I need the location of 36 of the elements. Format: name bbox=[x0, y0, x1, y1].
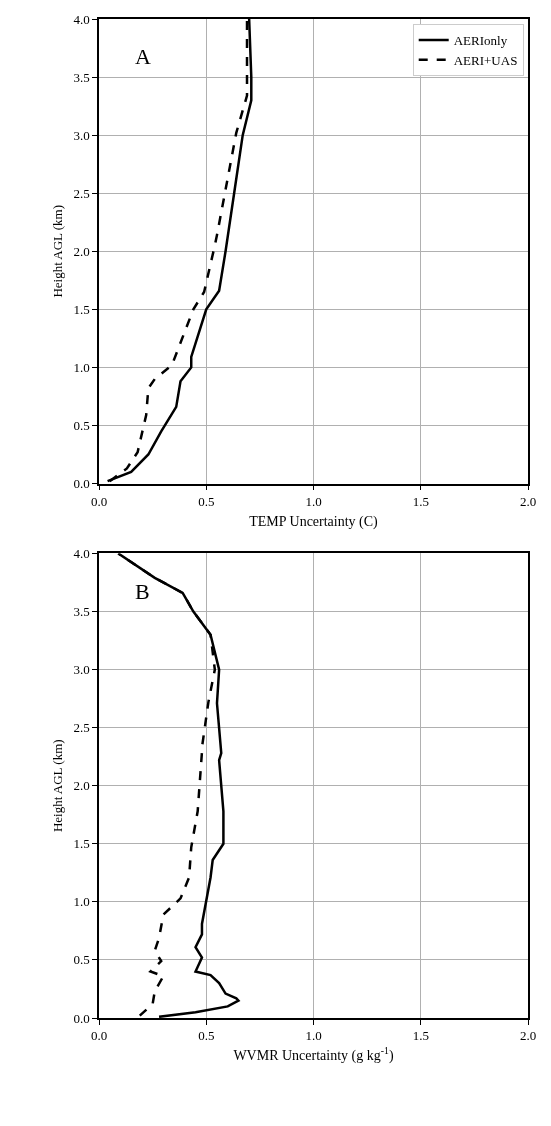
y-tick-label: 1.0 bbox=[73, 894, 90, 910]
y-tick-label: 2.0 bbox=[73, 778, 90, 794]
y-tick-label: 3.0 bbox=[73, 127, 90, 143]
y-tick-label: 3.0 bbox=[73, 662, 90, 678]
y-tick-label: 0.5 bbox=[73, 952, 90, 968]
x-axis-title: WVMR Uncertainty (g kg$^{-1}$) bbox=[233, 1045, 394, 1065]
legend-label: AERIonly bbox=[453, 33, 508, 49]
y-tick-label: 2.5 bbox=[73, 720, 90, 736]
annotation: A bbox=[135, 44, 151, 69]
x-tick-label: 2.0 bbox=[519, 1028, 537, 1044]
y-tick-label: 3.5 bbox=[73, 69, 90, 85]
y-axis-title: Height AGL (km) bbox=[49, 739, 65, 833]
x-tick-label: 1.5 bbox=[412, 493, 429, 509]
annotation: B bbox=[135, 579, 150, 604]
x-tick-label: 0.5 bbox=[198, 493, 215, 509]
x-tick-label: 0.0 bbox=[90, 493, 108, 509]
y-tick-label: 2.0 bbox=[73, 243, 90, 259]
y-tick-label: 0.0 bbox=[73, 1010, 90, 1026]
y-tick-label: 2.5 bbox=[73, 185, 90, 201]
y-tick-label: 0.0 bbox=[73, 476, 90, 492]
y-tick-label: 0.5 bbox=[73, 418, 90, 434]
y-tick-label: 3.5 bbox=[73, 604, 90, 620]
y-axis-title: Height AGL (km) bbox=[49, 204, 65, 298]
x-tick-label: 1.0 bbox=[305, 493, 322, 509]
legend-label: AERI+UAS bbox=[453, 52, 518, 68]
x-tick-label: 1.5 bbox=[412, 1028, 429, 1044]
y-tick-label: 1.0 bbox=[73, 359, 90, 375]
x-axis-title: TEMP Uncertainty (C) bbox=[249, 513, 379, 530]
x-tick-label: 0.0 bbox=[90, 1028, 108, 1044]
y-tick-label: 1.5 bbox=[73, 301, 90, 317]
x-tick-label: 1.0 bbox=[305, 1028, 322, 1044]
y-tick-label: 1.5 bbox=[73, 836, 90, 852]
x-tick-label: 0.5 bbox=[198, 1028, 215, 1044]
x-tick-label: 2.0 bbox=[519, 493, 537, 509]
y-tick-label: 4.0 bbox=[73, 546, 90, 562]
y-tick-label: 4.0 bbox=[73, 11, 90, 27]
